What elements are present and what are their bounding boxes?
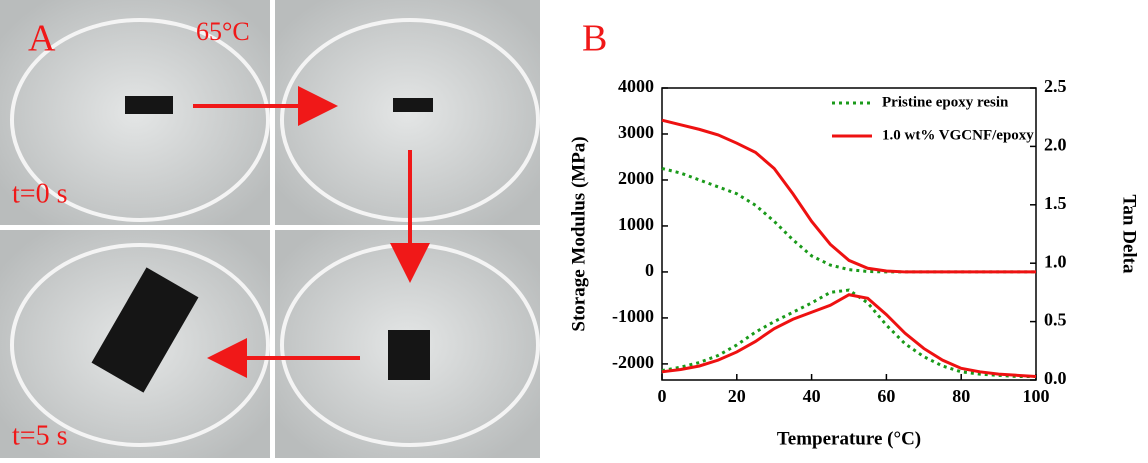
tan-delta-line xyxy=(661,288,1036,378)
sample xyxy=(388,330,430,380)
y-tick-label: -2000 xyxy=(612,352,654,372)
y-tick-label: 1000 xyxy=(618,214,654,234)
tan-delta-line xyxy=(661,293,1037,378)
y2-tick-label: 2.5 xyxy=(1044,76,1067,96)
panel-label: B xyxy=(582,18,607,60)
y2-tick-label: 1.5 xyxy=(1044,193,1067,213)
time-caption: t=5 s xyxy=(12,420,67,451)
photo-panel: A 65°C t=0 s t=5 s xyxy=(0,0,540,458)
y2-axis-label: Tan Delta xyxy=(1119,194,1140,274)
temperature-label: 65°C xyxy=(196,17,250,46)
dish xyxy=(10,243,270,447)
panel-label: A xyxy=(28,18,56,60)
dish xyxy=(10,18,270,222)
y2-tick-label: 0.5 xyxy=(1044,310,1067,330)
storage-modulus-line xyxy=(661,167,1036,274)
x-tick-label: 0 xyxy=(658,386,667,406)
x-tick-label: 100 xyxy=(1023,386,1050,406)
y-tick-label: 4000 xyxy=(618,76,654,96)
y2-tick-label: 0.0 xyxy=(1044,368,1067,388)
x-axis-label: Temperature (°C) xyxy=(777,428,921,449)
x-tick-label: 20 xyxy=(728,386,746,406)
y2-tick-label: 1.0 xyxy=(1044,251,1067,271)
y-tick-label: 2000 xyxy=(618,168,654,188)
x-tick-label: 40 xyxy=(803,386,821,406)
time-caption: t=0 s xyxy=(12,178,67,209)
legend-label: Pristine epoxy resin xyxy=(882,94,1009,110)
sample xyxy=(91,267,199,393)
y-axis-label: Storage Modulus (MPa) xyxy=(568,136,589,331)
y-tick-label: -1000 xyxy=(612,306,654,326)
plot-frame xyxy=(661,87,1037,381)
y2-tick-label: 2.0 xyxy=(1044,135,1067,155)
storage-modulus-line xyxy=(661,118,1036,274)
y-tick-label: 3000 xyxy=(618,122,654,142)
sample xyxy=(393,98,433,112)
y-tick-label: 0 xyxy=(645,260,654,280)
x-tick-label: 60 xyxy=(877,386,895,406)
sample xyxy=(125,96,173,114)
legend-label: 1.0 wt% VGCNF/epoxy xyxy=(882,127,1034,143)
x-tick-label: 80 xyxy=(952,386,970,406)
